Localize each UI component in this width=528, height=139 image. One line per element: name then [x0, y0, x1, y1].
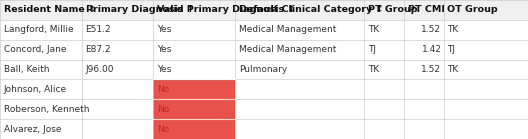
Text: TJ: TJ — [447, 45, 455, 54]
Text: 1.42: 1.42 — [421, 45, 441, 54]
Text: Primary Diagnosis ↑: Primary Diagnosis ↑ — [86, 5, 194, 14]
Bar — [0, 0, 528, 20]
Bar — [0, 20, 528, 40]
Text: 1.52: 1.52 — [421, 65, 441, 74]
Text: PT Group: PT Group — [368, 5, 418, 14]
Text: TK: TK — [447, 25, 458, 34]
Text: J96.00: J96.00 — [86, 65, 114, 74]
Text: E87.2: E87.2 — [86, 45, 111, 54]
Text: Alvarez, Jose: Alvarez, Jose — [4, 125, 61, 134]
Bar — [0, 119, 528, 139]
Text: OT Group: OT Group — [447, 5, 498, 14]
Text: Ball, Keith: Ball, Keith — [4, 65, 49, 74]
Text: No: No — [157, 105, 169, 114]
Text: PT CMI: PT CMI — [408, 5, 445, 14]
Text: Roberson, Kenneth: Roberson, Kenneth — [4, 105, 89, 114]
Bar — [0, 79, 528, 99]
Text: Default Clinical Category ↕: Default Clinical Category ↕ — [239, 5, 383, 14]
Text: TK: TK — [368, 65, 379, 74]
Text: No: No — [157, 85, 169, 94]
Text: Langford, Millie: Langford, Millie — [4, 25, 73, 34]
Text: Yes: Yes — [157, 45, 171, 54]
Bar — [153, 79, 235, 99]
Text: Yes: Yes — [157, 65, 171, 74]
Text: E51.2: E51.2 — [86, 25, 111, 34]
Bar — [0, 99, 528, 119]
Bar — [153, 119, 235, 139]
Bar — [153, 99, 235, 119]
Text: TK: TK — [368, 25, 379, 34]
Text: Concord, Jane: Concord, Jane — [4, 45, 66, 54]
Text: 1.52: 1.52 — [421, 25, 441, 34]
Text: Pulmonary: Pulmonary — [239, 65, 287, 74]
Text: TK: TK — [447, 65, 458, 74]
Bar — [0, 40, 528, 60]
Text: Valid Primary Diagnosis ↕: Valid Primary Diagnosis ↕ — [157, 5, 295, 14]
Text: TJ: TJ — [368, 45, 376, 54]
Text: Yes: Yes — [157, 25, 171, 34]
Text: No: No — [157, 125, 169, 134]
Text: Johnson, Alice: Johnson, Alice — [4, 85, 67, 94]
Bar — [0, 60, 528, 79]
Text: Medical Management: Medical Management — [239, 45, 336, 54]
Text: Resident Name ↕: Resident Name ↕ — [4, 5, 96, 14]
Text: Medical Management: Medical Management — [239, 25, 336, 34]
